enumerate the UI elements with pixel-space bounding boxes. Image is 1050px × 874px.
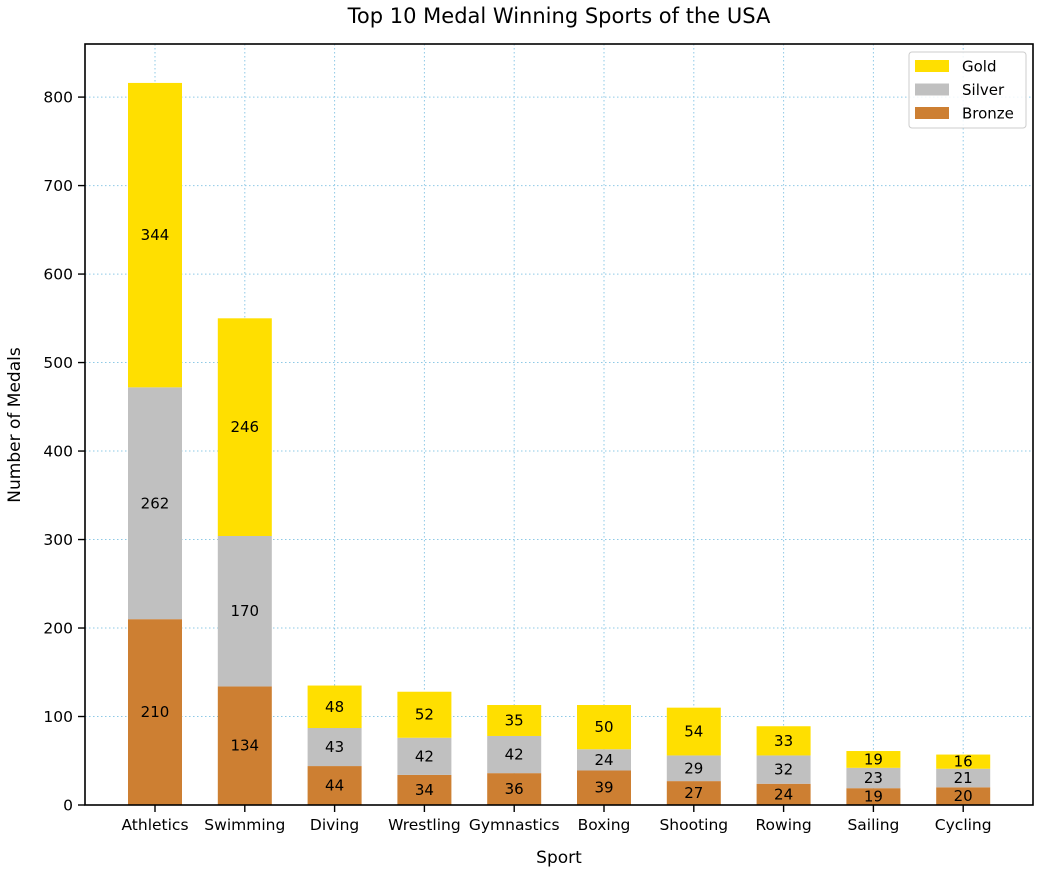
data-label: 170	[230, 602, 259, 620]
bar-gold	[128, 82, 182, 388]
data-label: 36	[505, 780, 524, 798]
bar-silver	[397, 737, 452, 775]
bar-gold	[936, 754, 991, 769]
x-tick-label: Athletics	[121, 816, 188, 834]
data-label: 21	[954, 769, 973, 787]
bar-silver	[756, 755, 811, 784]
y-tick-label: 800	[43, 89, 73, 107]
data-label: 44	[325, 777, 344, 795]
data-label: 19	[864, 750, 883, 768]
data-label: 262	[141, 494, 170, 512]
y-tick-label: 100	[43, 708, 73, 726]
data-label: 42	[415, 747, 434, 765]
bar-gold	[756, 726, 811, 756]
data-label: 246	[230, 418, 259, 436]
y-axis-label: Number of Medals	[5, 347, 25, 503]
x-tick-label: Wrestling	[388, 816, 461, 834]
data-label: 43	[325, 738, 344, 756]
data-label: 134	[230, 737, 259, 755]
data-label: 34	[415, 781, 434, 799]
bars	[128, 82, 991, 805]
y-tick-label: 600	[43, 266, 73, 284]
legend-swatch-gold	[915, 60, 949, 72]
bar-silver	[936, 768, 991, 788]
y-tick-label: 400	[43, 443, 73, 461]
data-label: 23	[864, 769, 883, 787]
bar-gold	[666, 707, 721, 756]
bar-bronze	[936, 787, 991, 805]
data-label: 16	[954, 753, 973, 771]
bar-bronze	[846, 788, 901, 805]
x-tick-label: Diving	[310, 816, 359, 834]
bar-bronze	[128, 619, 182, 805]
y-tick-label: 0	[63, 797, 73, 815]
bar-bronze	[577, 770, 631, 805]
data-label: 50	[594, 718, 613, 736]
y-tick-label: 300	[43, 531, 73, 549]
data-label: 33	[774, 732, 793, 750]
x-tick-label: Cycling	[935, 816, 992, 834]
bar-gold	[577, 705, 631, 750]
bar-silver	[307, 728, 362, 767]
bar-silver	[666, 755, 721, 782]
x-axis-label: Sport	[536, 848, 582, 868]
data-label: 32	[774, 761, 793, 779]
bar-bronze	[756, 783, 811, 805]
bar-gold	[487, 705, 542, 736]
data-label: 20	[954, 787, 973, 805]
bar-bronze	[666, 781, 721, 805]
x-tick-label: Rowing	[755, 816, 811, 834]
data-labels: 210 134 44 34 36 39 27 24 19 20 262 170 43 42 42 24 29 32…	[141, 226, 973, 805]
data-label: 52	[415, 706, 434, 724]
bar-silver	[846, 767, 901, 789]
y-tick-label: 700	[43, 177, 73, 195]
bar-silver	[487, 735, 542, 774]
x-tick-label: Swimming	[204, 816, 285, 834]
legend-label-bronze: Bronze	[962, 105, 1014, 123]
data-label: 54	[684, 723, 703, 741]
data-label: 19	[864, 788, 883, 806]
bar-gold	[846, 751, 901, 768]
data-label: 24	[774, 785, 793, 803]
legend: Gold Silver Bronze	[908, 51, 1027, 129]
data-label: 210	[141, 703, 170, 721]
bar-gold	[217, 318, 272, 536]
y-tick-label: 500	[43, 354, 73, 372]
bar-bronze	[397, 774, 452, 805]
data-label: 48	[325, 698, 344, 716]
chart-title: Top 10 Medal Winning Sports of the USA	[347, 4, 771, 28]
legend-swatch-bronze	[915, 107, 949, 119]
data-label: 29	[684, 759, 703, 777]
legend-label-silver: Silver	[962, 81, 1005, 99]
bar-bronze	[487, 773, 542, 805]
data-label: 27	[684, 784, 703, 802]
bar-gold	[307, 685, 362, 729]
x-tick-label: Shooting	[659, 816, 728, 834]
legend-swatch-silver	[915, 83, 949, 96]
plot-frame	[84, 43, 1034, 806]
data-label: 42	[505, 746, 524, 764]
data-label: 35	[505, 711, 524, 729]
bar-bronze	[307, 766, 362, 805]
bar-silver	[577, 749, 631, 771]
x-axis: Athletics Swimming Diving Wrestling Gymnasti…	[121, 805, 992, 834]
y-axis: 0 100 200 300 400 500 600 700 800	[43, 89, 85, 815]
x-tick-label: Gymnastics	[469, 816, 560, 834]
data-label: 39	[594, 779, 613, 797]
bar-silver	[217, 535, 272, 687]
x-tick-label: Boxing	[578, 816, 631, 834]
x-tick-label: Sailing	[847, 816, 899, 834]
bar-silver	[128, 387, 182, 620]
bar-gold	[397, 691, 452, 738]
data-label: 344	[141, 226, 170, 244]
bar-bronze	[217, 686, 272, 805]
data-label: 24	[594, 751, 613, 769]
legend-label-gold: Gold	[962, 58, 997, 76]
y-tick-label: 200	[43, 620, 73, 638]
